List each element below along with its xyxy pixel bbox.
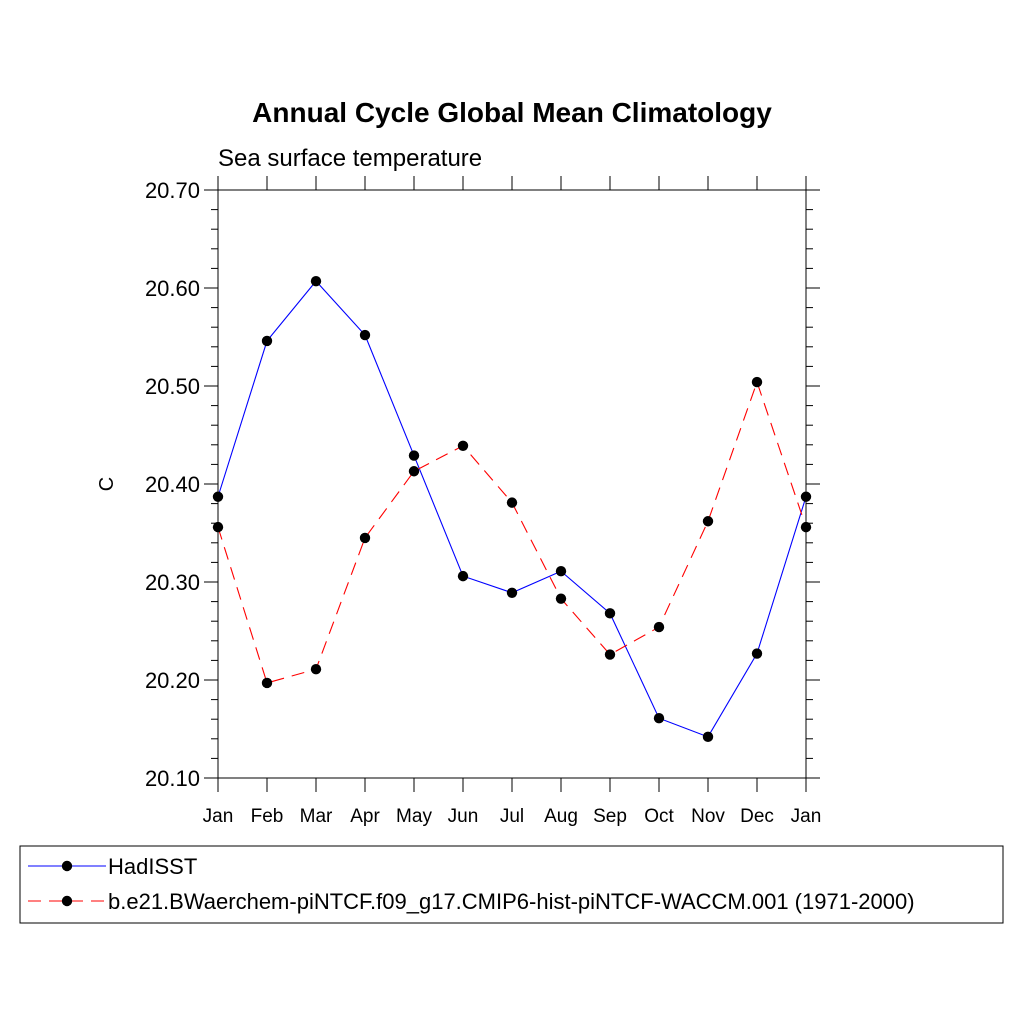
data-point bbox=[653, 621, 665, 633]
data-point bbox=[261, 677, 273, 689]
legend: HadISST b.e21.BWaerchem-piNTCF.f09_g17.CM… bbox=[28, 854, 915, 914]
y-tick-label: 20.20 bbox=[145, 668, 200, 693]
legend-entry-2: b.e21.BWaerchem-piNTCF.f09_g17.CMIP6-his… bbox=[28, 889, 915, 914]
data-point bbox=[555, 593, 567, 604]
data-point bbox=[702, 731, 714, 743]
data-point bbox=[310, 275, 322, 287]
data-point bbox=[800, 521, 812, 533]
data-point bbox=[261, 335, 273, 347]
chart-title: Annual Cycle Global Mean Climatology bbox=[252, 97, 772, 128]
legend-marker bbox=[61, 860, 73, 872]
x-tick-label: Aug bbox=[544, 806, 578, 827]
data-point bbox=[751, 376, 763, 388]
legend-box bbox=[19, 845, 1004, 924]
data-point bbox=[359, 532, 371, 544]
data-point bbox=[604, 608, 616, 619]
data-point bbox=[800, 491, 812, 502]
data-point bbox=[506, 587, 518, 598]
data-point bbox=[506, 497, 518, 508]
data-point bbox=[408, 450, 420, 461]
series-line bbox=[217, 280, 807, 738]
x-tick-label: Jun bbox=[448, 806, 479, 827]
y-tick-label: 20.30 bbox=[145, 570, 200, 595]
x-tick-label: Jan bbox=[203, 806, 234, 827]
series-1 bbox=[212, 275, 812, 743]
series-layer bbox=[212, 275, 812, 743]
legend-label: HadISST bbox=[108, 854, 197, 879]
data-point bbox=[212, 521, 224, 533]
series-line bbox=[217, 380, 807, 684]
x-tick-label: Apr bbox=[350, 806, 380, 827]
data-point bbox=[310, 664, 322, 675]
data-point bbox=[457, 570, 469, 582]
legend-entry-1: HadISST bbox=[28, 854, 197, 879]
data-point bbox=[408, 466, 420, 477]
x-tick-label: Feb bbox=[251, 806, 284, 827]
chart-subtitle: Sea surface temperature bbox=[218, 145, 482, 172]
x-tick-label: Jan bbox=[791, 806, 822, 827]
data-point bbox=[212, 491, 224, 502]
x-tick-label: Dec bbox=[740, 806, 774, 827]
data-point bbox=[555, 566, 567, 577]
data-point bbox=[653, 713, 665, 724]
x-tick-label: Mar bbox=[300, 806, 333, 827]
x-tick-label: Jul bbox=[500, 806, 524, 827]
x-tick-label: Nov bbox=[691, 806, 725, 827]
y-tick-label: 20.60 bbox=[145, 276, 200, 301]
data-point bbox=[359, 329, 371, 341]
data-point bbox=[751, 648, 763, 659]
y-axis-label: C bbox=[96, 477, 118, 491]
data-point bbox=[702, 516, 714, 527]
axes-layer: 20.10 20.20 20.30 20.40 20.50 20.60 20.70 Jan Fe… bbox=[145, 176, 821, 827]
legend-marker bbox=[61, 895, 73, 907]
series-2 bbox=[212, 376, 812, 689]
plot-frame bbox=[217, 189, 807, 779]
x-tick-label: May bbox=[396, 806, 432, 827]
data-point bbox=[457, 440, 469, 451]
y-tick-label: 20.10 bbox=[145, 766, 200, 791]
y-tick-label: 20.40 bbox=[145, 472, 200, 497]
x-tick-label: Oct bbox=[644, 806, 674, 827]
y-tick-label: 20.70 bbox=[145, 178, 200, 203]
x-tick-label: Sep bbox=[593, 806, 627, 827]
y-tick-label: 20.50 bbox=[145, 374, 200, 399]
legend-label: b.e21.BWaerchem-piNTCF.f09_g17.CMIP6-his… bbox=[108, 889, 915, 914]
data-point bbox=[604, 649, 616, 660]
